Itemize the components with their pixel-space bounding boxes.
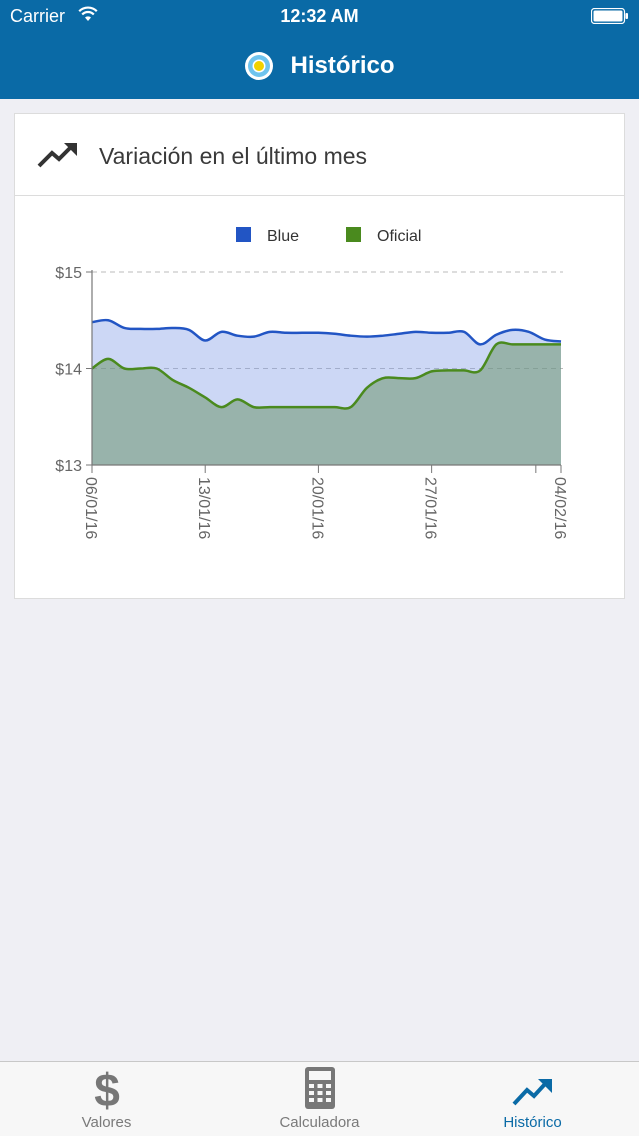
nav-bar: Histórico [0, 48, 639, 84]
tab-historico[interactable]: Histórico [426, 1062, 639, 1136]
x-tick-label: 20/01/16 [308, 477, 325, 539]
trend-up-icon [37, 143, 77, 168]
chart-grid [92, 271, 563, 369]
legend-label-blue: Blue [267, 228, 299, 245]
tab-label-historico: Histórico [503, 1114, 562, 1131]
chart-areas [91, 318, 562, 465]
svg-text:$: $ [94, 1066, 120, 1110]
history-card: Variación en el último mes Blue Oficial $… [14, 113, 625, 599]
app-header: Carrier 12:32 AM Histórico [0, 0, 639, 99]
x-tick-label: 04/02/16 [551, 477, 568, 539]
card-header: Variación en el último mes [15, 114, 624, 196]
chart-legend: Blue Oficial [236, 227, 421, 245]
battery-icon [591, 8, 628, 24]
argentina-flag-icon [245, 52, 274, 80]
tab-label-calculadora: Calculadora [279, 1114, 360, 1131]
tab-valores[interactable]: $ Valores [0, 1062, 213, 1136]
line-oficial [91, 341, 561, 410]
legend-swatch-oficial [346, 227, 361, 242]
x-tick-label: 27/01/16 [422, 477, 439, 539]
legend-swatch-blue [236, 227, 251, 242]
tab-label-valores: Valores [81, 1114, 132, 1131]
y-tick-label: $13 [55, 458, 82, 475]
x-tick-label: 13/01/16 [195, 477, 212, 539]
tab-bar: $ Valores Calculadora Histórico [0, 1061, 639, 1136]
tab-calculadora[interactable]: Calculadora [213, 1062, 426, 1136]
y-tick-label: $15 [55, 265, 82, 282]
legend-label-oficial: Oficial [377, 228, 421, 245]
carrier-label: Carrier [10, 6, 66, 26]
trend-icon [512, 1079, 552, 1106]
page-title: Histórico [290, 52, 395, 79]
chart-axes [91, 270, 561, 466]
area-oficial [92, 342, 561, 465]
calculator-icon [305, 1067, 335, 1109]
x-tick-label: 06/01/16 [82, 477, 99, 539]
card-title: Variación en el último mes [99, 143, 368, 169]
wifi-icon [78, 6, 98, 21]
y-tick-label: $14 [55, 362, 82, 379]
line-blue [91, 318, 562, 346]
dollar-icon: $ [94, 1066, 120, 1110]
status-time: 12:32 AM [280, 6, 359, 26]
status-bar: Carrier 12:32 AM [0, 0, 639, 34]
